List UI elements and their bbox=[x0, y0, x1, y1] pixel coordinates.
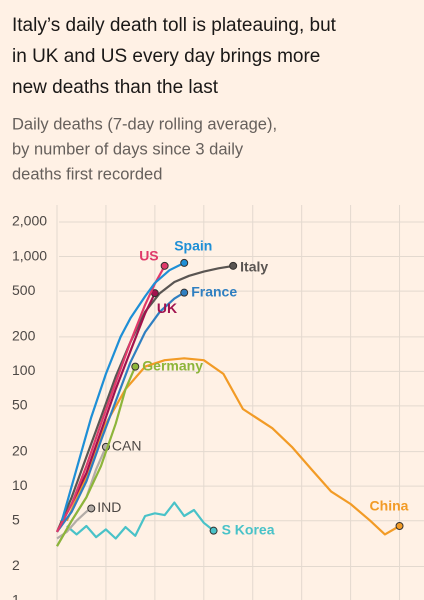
end-marker bbox=[180, 288, 189, 297]
series-label: CAN bbox=[112, 438, 142, 454]
series-line bbox=[60, 261, 185, 522]
end-marker bbox=[87, 504, 96, 513]
end-marker bbox=[209, 526, 218, 535]
series-label: US bbox=[139, 248, 158, 264]
chart-title: new deaths than the last bbox=[12, 77, 219, 98]
y-tick-label: 2,000 bbox=[12, 213, 47, 229]
y-tick-label: 50 bbox=[12, 397, 28, 413]
series-label: China bbox=[370, 498, 409, 514]
series-label: France bbox=[191, 283, 237, 299]
series-line bbox=[66, 501, 215, 540]
end-marker bbox=[131, 362, 140, 371]
y-tick-label: 1,000 bbox=[12, 247, 47, 263]
series-line bbox=[65, 357, 401, 536]
chart-subtitle: deaths first recorded bbox=[12, 165, 162, 183]
series-label: Spain bbox=[174, 238, 212, 254]
chart-subtitle: Daily deaths (7-day rolling average), bbox=[12, 115, 277, 133]
series-line bbox=[56, 291, 185, 533]
y-tick-label: 500 bbox=[12, 282, 36, 298]
y-tick-label: 20 bbox=[12, 442, 28, 458]
end-marker bbox=[395, 522, 404, 531]
end-marker bbox=[180, 258, 189, 267]
series-label: UK bbox=[157, 300, 177, 316]
y-tick-label: 100 bbox=[12, 362, 36, 378]
y-tick-label: 5 bbox=[12, 511, 20, 527]
series-label: S Korea bbox=[222, 521, 275, 537]
series-label: IND bbox=[97, 499, 121, 515]
y-tick-label: 1 bbox=[12, 592, 20, 600]
end-marker bbox=[160, 261, 169, 270]
y-tick-label: 2 bbox=[12, 557, 20, 573]
chart-title: in UK and US every day brings more bbox=[12, 46, 320, 67]
series-label: Germany bbox=[142, 357, 203, 373]
chart-title: Italy’s daily death toll is plateauing, … bbox=[12, 15, 337, 36]
y-tick-label: 200 bbox=[12, 328, 36, 344]
y-tick-label: 10 bbox=[12, 477, 28, 493]
chart-subtitle: by number of days since 3 daily bbox=[12, 140, 244, 158]
series-line bbox=[56, 366, 137, 547]
series-line bbox=[56, 265, 166, 533]
series-label: Italy bbox=[240, 259, 268, 275]
end-marker bbox=[229, 261, 238, 270]
